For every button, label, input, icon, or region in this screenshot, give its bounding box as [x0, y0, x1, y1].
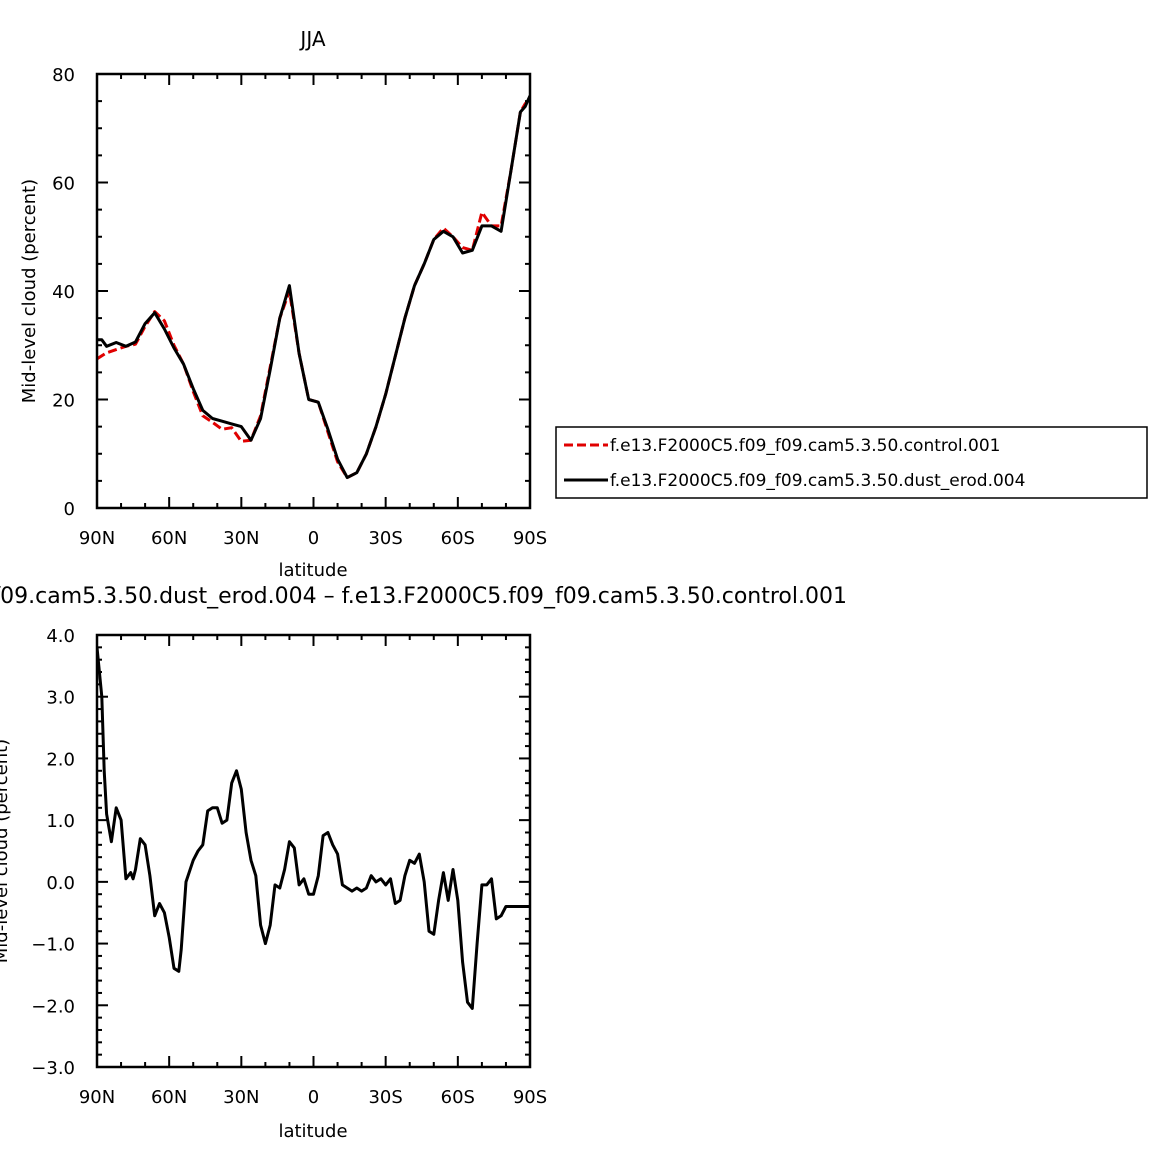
chart-top-x-tick-label: 30S	[368, 528, 402, 549]
chart-bottom-y-tick-label: 1.0	[46, 811, 75, 832]
chart-top-x-tick-label: 60S	[441, 528, 475, 549]
legend-label-control: f.e13.F2000C5.f09_f09.cam5.3.50.control.…	[610, 436, 1001, 456]
chart-bottom-x-tick-label: 30S	[368, 1087, 402, 1108]
chart-bottom-x-tick-label: 0	[308, 1087, 319, 1108]
chart-top-series-line-0	[97, 97, 530, 480]
chart-bottom-y-axis-label: Mid-level cloud (percent)	[0, 739, 12, 963]
chart-bottom-plot-frame	[95, 633, 532, 1069]
chart-top-x-tick-label: 60N	[151, 528, 187, 549]
chart-bottom-y-tick-label: 2.0	[46, 749, 75, 770]
legend-label-dust-erod: f.e13.F2000C5.f09_f09.cam5.3.50.dust_ero…	[610, 471, 1025, 491]
chart-top-y-tick-label: 60	[52, 174, 75, 195]
chart-top-y-tick-label: 20	[52, 391, 75, 412]
chart-top-y-tick-label: 40	[52, 282, 75, 303]
chart-bottom-y-tick-label: 0.0	[46, 873, 75, 894]
chart-top-x-tick-label: 90N	[79, 528, 115, 549]
chart-bottom-x-tick-label: 60N	[151, 1087, 187, 1108]
legend: f.e13.F2000C5.f09_f09.cam5.3.50.control.…	[555, 426, 1148, 499]
chart-bottom-y-tick-label: 4.0	[46, 626, 75, 647]
chart-top-plot-frame	[95, 72, 532, 510]
chart-top-x-tick-label: 0	[308, 528, 319, 549]
chart-bottom-x-tick-label: 90S	[513, 1087, 547, 1108]
chart-top-x-tick-label: 90S	[513, 528, 547, 549]
chart-bottom-y-tick-label: 3.0	[46, 688, 75, 709]
chart-bottom-x-tick-label: 60S	[441, 1087, 475, 1108]
legend-box	[555, 426, 1148, 499]
chart-bottom-title: f.e13.F2000C5.f09_f09.cam5.3.50.dust_ero…	[0, 584, 847, 609]
chart-top-y-axis-label: Mid-level cloud (percent)	[19, 179, 40, 403]
chart-top-title: JJA	[298, 27, 325, 51]
chart-bottom-x-tick-label: 90N	[79, 1087, 115, 1108]
chart-top: JJA 90N 60N 30N 0 30S 60S 90S 0 20 40 60 80 Mid-lev…	[19, 27, 1148, 581]
chart-top-y-tick-label: 0	[64, 499, 75, 520]
chart-bottom-x-tick-label: 30N	[223, 1087, 259, 1108]
chart-bottom-y-tick-label: −3.0	[31, 1058, 75, 1079]
chart-bottom-series-line-0	[97, 647, 530, 1010]
chart-bottom-y-tick-label: −1.0	[31, 935, 75, 956]
chart-top-x-tick-label: 30N	[223, 528, 259, 549]
chart-top-x-axis-label: latitude	[278, 560, 347, 581]
chart-bottom: f.e13.F2000C5.f09_f09.cam5.3.50.dust_ero…	[0, 584, 847, 1142]
chart-bottom-x-axis-label: latitude	[278, 1121, 347, 1142]
chart-top-series-line-1	[97, 95, 530, 480]
chart-top-y-tick-label: 80	[52, 65, 75, 86]
chart-bottom-y-tick-label: −2.0	[31, 996, 75, 1017]
